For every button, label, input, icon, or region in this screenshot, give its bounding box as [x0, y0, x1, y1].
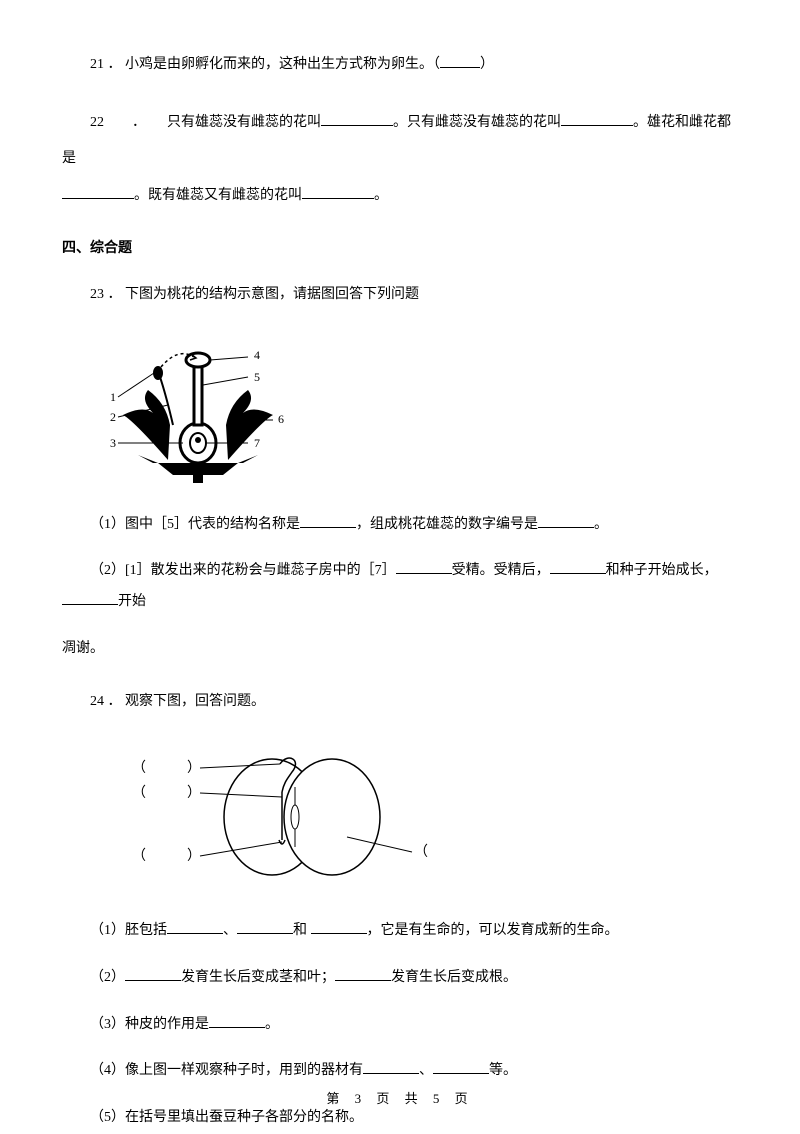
svg-text:）: ） [187, 848, 201, 864]
section-4-header: 四、综合题 [62, 236, 738, 258]
q21-close: ） [480, 57, 494, 72]
svg-text:）: ） [187, 760, 201, 776]
svg-text:（: （ [132, 760, 146, 776]
q22-blank-4[interactable] [302, 185, 374, 199]
q23-sub2a: （2）[1］散发出来的花粉会与雌蕊子房中的［7］ [90, 563, 396, 578]
q24-sub2b: 发育生长后变成茎和叶； [181, 970, 335, 985]
figure-flower: 1 2 3 4 5 6 7 [98, 335, 738, 493]
figure-seed: （ ） （ ） （ ） （ [132, 742, 738, 900]
q22-blank-1[interactable] [321, 112, 393, 126]
q22-p2: 。只有雌蕊没有雄蕊的花叫 [393, 115, 561, 130]
q23-sub2d: 开始 [118, 594, 146, 609]
q24-sub1d: ，它是有生命的，可以发育成新的生命。 [367, 923, 619, 938]
q23-sub1b: ，组成桃花雄蕊的数字编号是 [356, 517, 538, 532]
fig-label-6: 6 [278, 412, 284, 426]
fig-label-4: 4 [254, 348, 260, 362]
q24-sub2c: 发育生长后变成根。 [391, 970, 517, 985]
q24-sub1: （1）胚包括 、 和 ，它是有生命的，可以发育成新的生命。 [62, 916, 738, 947]
q23-sub1-blank2[interactable] [538, 514, 594, 528]
fig-label-2: 2 [110, 410, 116, 424]
q24-sub1c: 和 [293, 923, 307, 938]
q24-sub4a: （4）像上图一样观察种子时，用到的器材有 [90, 1063, 363, 1078]
q24-s1-b3[interactable] [311, 920, 367, 934]
question-22: 22 ． 只有雄蕊没有雌蕊的花叫。只有雌蕊没有雄蕊的花叫。雄花和雌花都是 。既有… [62, 105, 738, 214]
q24-s1-b2[interactable] [237, 920, 293, 934]
q21-blank[interactable] [440, 54, 480, 68]
q22-blank-2[interactable] [561, 112, 633, 126]
q22-p5: 。 [374, 188, 388, 203]
q23-sub2-cont: 凋谢。 [62, 634, 738, 665]
q21-num: 21 ． [90, 57, 122, 72]
q24-s3-b1[interactable] [209, 1014, 265, 1028]
q24-s2-b2[interactable] [335, 967, 391, 981]
q24-s4-b2[interactable] [433, 1060, 489, 1074]
fig-label-1: 1 [110, 390, 116, 404]
question-24-intro: 24 ． 观察下图，回答问题。 [62, 687, 738, 718]
fig-label-7: 7 [254, 436, 260, 450]
q24-sub4: （4）像上图一样观察种子时，用到的器材有 、 等。 [62, 1056, 738, 1087]
svg-text:（: （ [414, 844, 428, 860]
q23-sub2c: 和种子开始成长， [606, 563, 718, 578]
question-21: 21 ． 小鸡是由卵孵化而来的，这种出生方式称为卵生。（ ） [62, 50, 738, 81]
svg-text:）: ） [187, 785, 201, 801]
q22-p4: 。既有雄蕊又有雌蕊的花叫 [134, 188, 302, 203]
q24-sub5-text: （5）在括号里填出蚕豆种子各部分的名称。 [90, 1110, 363, 1125]
q24-sub3b: 。 [265, 1017, 279, 1032]
q24-sub3: （3）种皮的作用是 。 [62, 1010, 738, 1041]
q24-s2-b1[interactable] [125, 967, 181, 981]
q24-sub4b: 、 [419, 1063, 433, 1078]
q22-blank-3[interactable] [62, 185, 134, 199]
q24-s4-b1[interactable] [363, 1060, 419, 1074]
q23-sub1: （1）图中［5］代表的结构名称是 ，组成桃花雄蕊的数字编号是 。 [62, 510, 738, 541]
q23-sub2e: 凋谢。 [62, 641, 104, 656]
q24-sub2: （2） 发育生长后变成茎和叶； 发育生长后变成根。 [62, 963, 738, 994]
q24-sub1a: （1）胚包括 [90, 923, 167, 938]
q24-sub4c: 等。 [489, 1063, 517, 1078]
q24-sub2a: （2） [90, 970, 125, 985]
svg-text:（: （ [132, 785, 146, 801]
q24-sub1b: 、 [223, 923, 237, 938]
q24-sub3a: （3）种皮的作用是 [90, 1017, 209, 1032]
q22-p1: 只有雄蕊没有雌蕊的花叫 [167, 115, 321, 130]
q24-num: 24 ． [90, 694, 122, 709]
q23-intro: 下图为桃花的结构示意图，请据图回答下列问题 [125, 287, 419, 302]
q23-sub2-blank2[interactable] [550, 560, 606, 574]
q23-sub2-blank3[interactable] [62, 591, 118, 605]
q23-sub1-blank1[interactable] [300, 514, 356, 528]
svg-text:（: （ [132, 848, 146, 864]
q24-s1-b1[interactable] [167, 920, 223, 934]
q23-sub2b: 受精。受精后， [452, 563, 550, 578]
q23-sub1c: 。 [594, 517, 608, 532]
question-23-intro: 23 ． 下图为桃花的结构示意图，请据图回答下列问题 [62, 280, 738, 311]
q23-sub2-blank1[interactable] [396, 560, 452, 574]
q23-sub1a: （1）图中［5］代表的结构名称是 [90, 517, 300, 532]
q23-sub2: （2）[1］散发出来的花粉会与雌蕊子房中的［7］ 受精。受精后， 和种子开始成长， 开… [62, 556, 738, 618]
q24-intro: 观察下图，回答问题。 [125, 694, 265, 709]
q23-num: 23 ． [90, 287, 122, 302]
fig-label-3: 3 [110, 436, 116, 450]
fig-label-5: 5 [254, 370, 260, 384]
q22-num: 22 ． [90, 115, 167, 130]
q21-text: 小鸡是由卵孵化而来的，这种出生方式称为卵生。（ [125, 57, 440, 72]
page-footer: 第 3 页 共 5 页 [0, 1089, 800, 1110]
